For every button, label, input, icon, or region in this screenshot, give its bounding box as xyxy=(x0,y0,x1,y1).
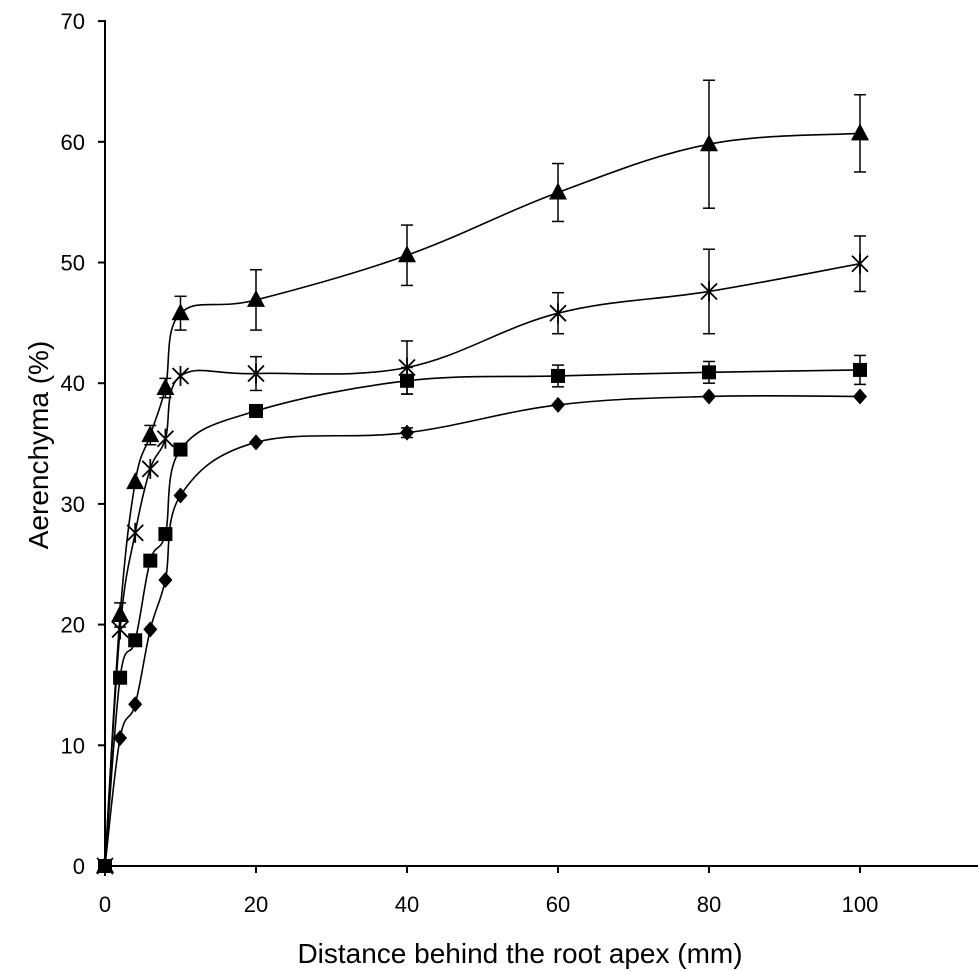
triangle-marker xyxy=(111,604,130,622)
y-tick-label: 70 xyxy=(61,9,85,34)
x-tick-label: 100 xyxy=(842,892,879,917)
square-marker xyxy=(853,362,867,377)
series-diamond xyxy=(98,388,867,874)
diamond-marker xyxy=(249,434,263,451)
asterisk-marker xyxy=(700,281,718,302)
square-marker xyxy=(702,365,716,380)
diamond-marker xyxy=(173,487,188,504)
x-tick-label: 40 xyxy=(395,892,419,917)
triangle-marker xyxy=(171,303,190,321)
series-layer xyxy=(96,79,869,876)
x-axis-ticks: 0 20 40 60 80 100 xyxy=(99,866,878,917)
triangle-marker xyxy=(700,134,718,152)
y-axis-ticks: 0 10 20 30 40 50 60 70 xyxy=(61,9,105,879)
y-tick-label: 50 xyxy=(61,251,85,276)
triangle-marker xyxy=(247,289,265,307)
triangle-marker xyxy=(398,245,416,263)
asterisk-marker xyxy=(141,458,159,479)
x-tick-label: 60 xyxy=(546,892,570,917)
series-square xyxy=(98,354,867,873)
diamond-marker xyxy=(113,730,128,747)
asterisk-marker xyxy=(851,253,869,274)
series-line xyxy=(104,262,861,867)
diamond-marker xyxy=(400,424,414,441)
x-axis-title: Distance behind the root apex (mm) xyxy=(297,938,742,969)
diamond-marker xyxy=(128,696,143,713)
asterisk-marker xyxy=(247,363,265,384)
series-line xyxy=(104,369,861,867)
asterisk-marker xyxy=(171,365,190,386)
square-marker xyxy=(249,403,263,418)
x-tick-label: 80 xyxy=(697,892,721,917)
x-tick-label: 0 xyxy=(99,892,111,917)
x-tick-label: 20 xyxy=(244,892,268,917)
diamond-marker xyxy=(143,621,158,638)
diamond-marker xyxy=(702,388,716,405)
y-tick-label: 20 xyxy=(61,613,85,638)
triangle-marker xyxy=(851,123,869,141)
asterisk-marker xyxy=(156,428,175,449)
square-marker xyxy=(143,553,158,568)
square-marker xyxy=(128,633,143,648)
asterisk-marker xyxy=(111,619,129,640)
diamond-marker xyxy=(158,571,173,588)
series-triangle xyxy=(96,79,869,873)
y-tick-label: 10 xyxy=(61,733,85,758)
y-tick-label: 0 xyxy=(73,854,85,879)
square-marker xyxy=(400,373,414,388)
y-tick-label: 30 xyxy=(61,492,85,517)
asterisk-marker xyxy=(126,522,144,543)
series-line xyxy=(104,395,861,867)
y-tick-label: 60 xyxy=(61,130,85,155)
triangle-marker xyxy=(141,425,160,443)
series-asterisk xyxy=(96,235,869,876)
square-marker xyxy=(173,442,188,457)
triangle-marker xyxy=(549,182,567,200)
y-axis-title: Aerenchyma (%) xyxy=(23,341,54,550)
triangle-marker xyxy=(126,472,145,490)
diamond-marker xyxy=(98,858,112,874)
y-tick-label: 40 xyxy=(61,371,85,396)
series-line xyxy=(104,132,861,867)
asterisk-marker xyxy=(549,303,567,324)
square-marker xyxy=(113,670,128,685)
square-marker xyxy=(551,368,565,383)
triangle-marker xyxy=(156,378,175,396)
diamond-marker xyxy=(853,388,867,405)
diamond-marker xyxy=(551,396,565,413)
